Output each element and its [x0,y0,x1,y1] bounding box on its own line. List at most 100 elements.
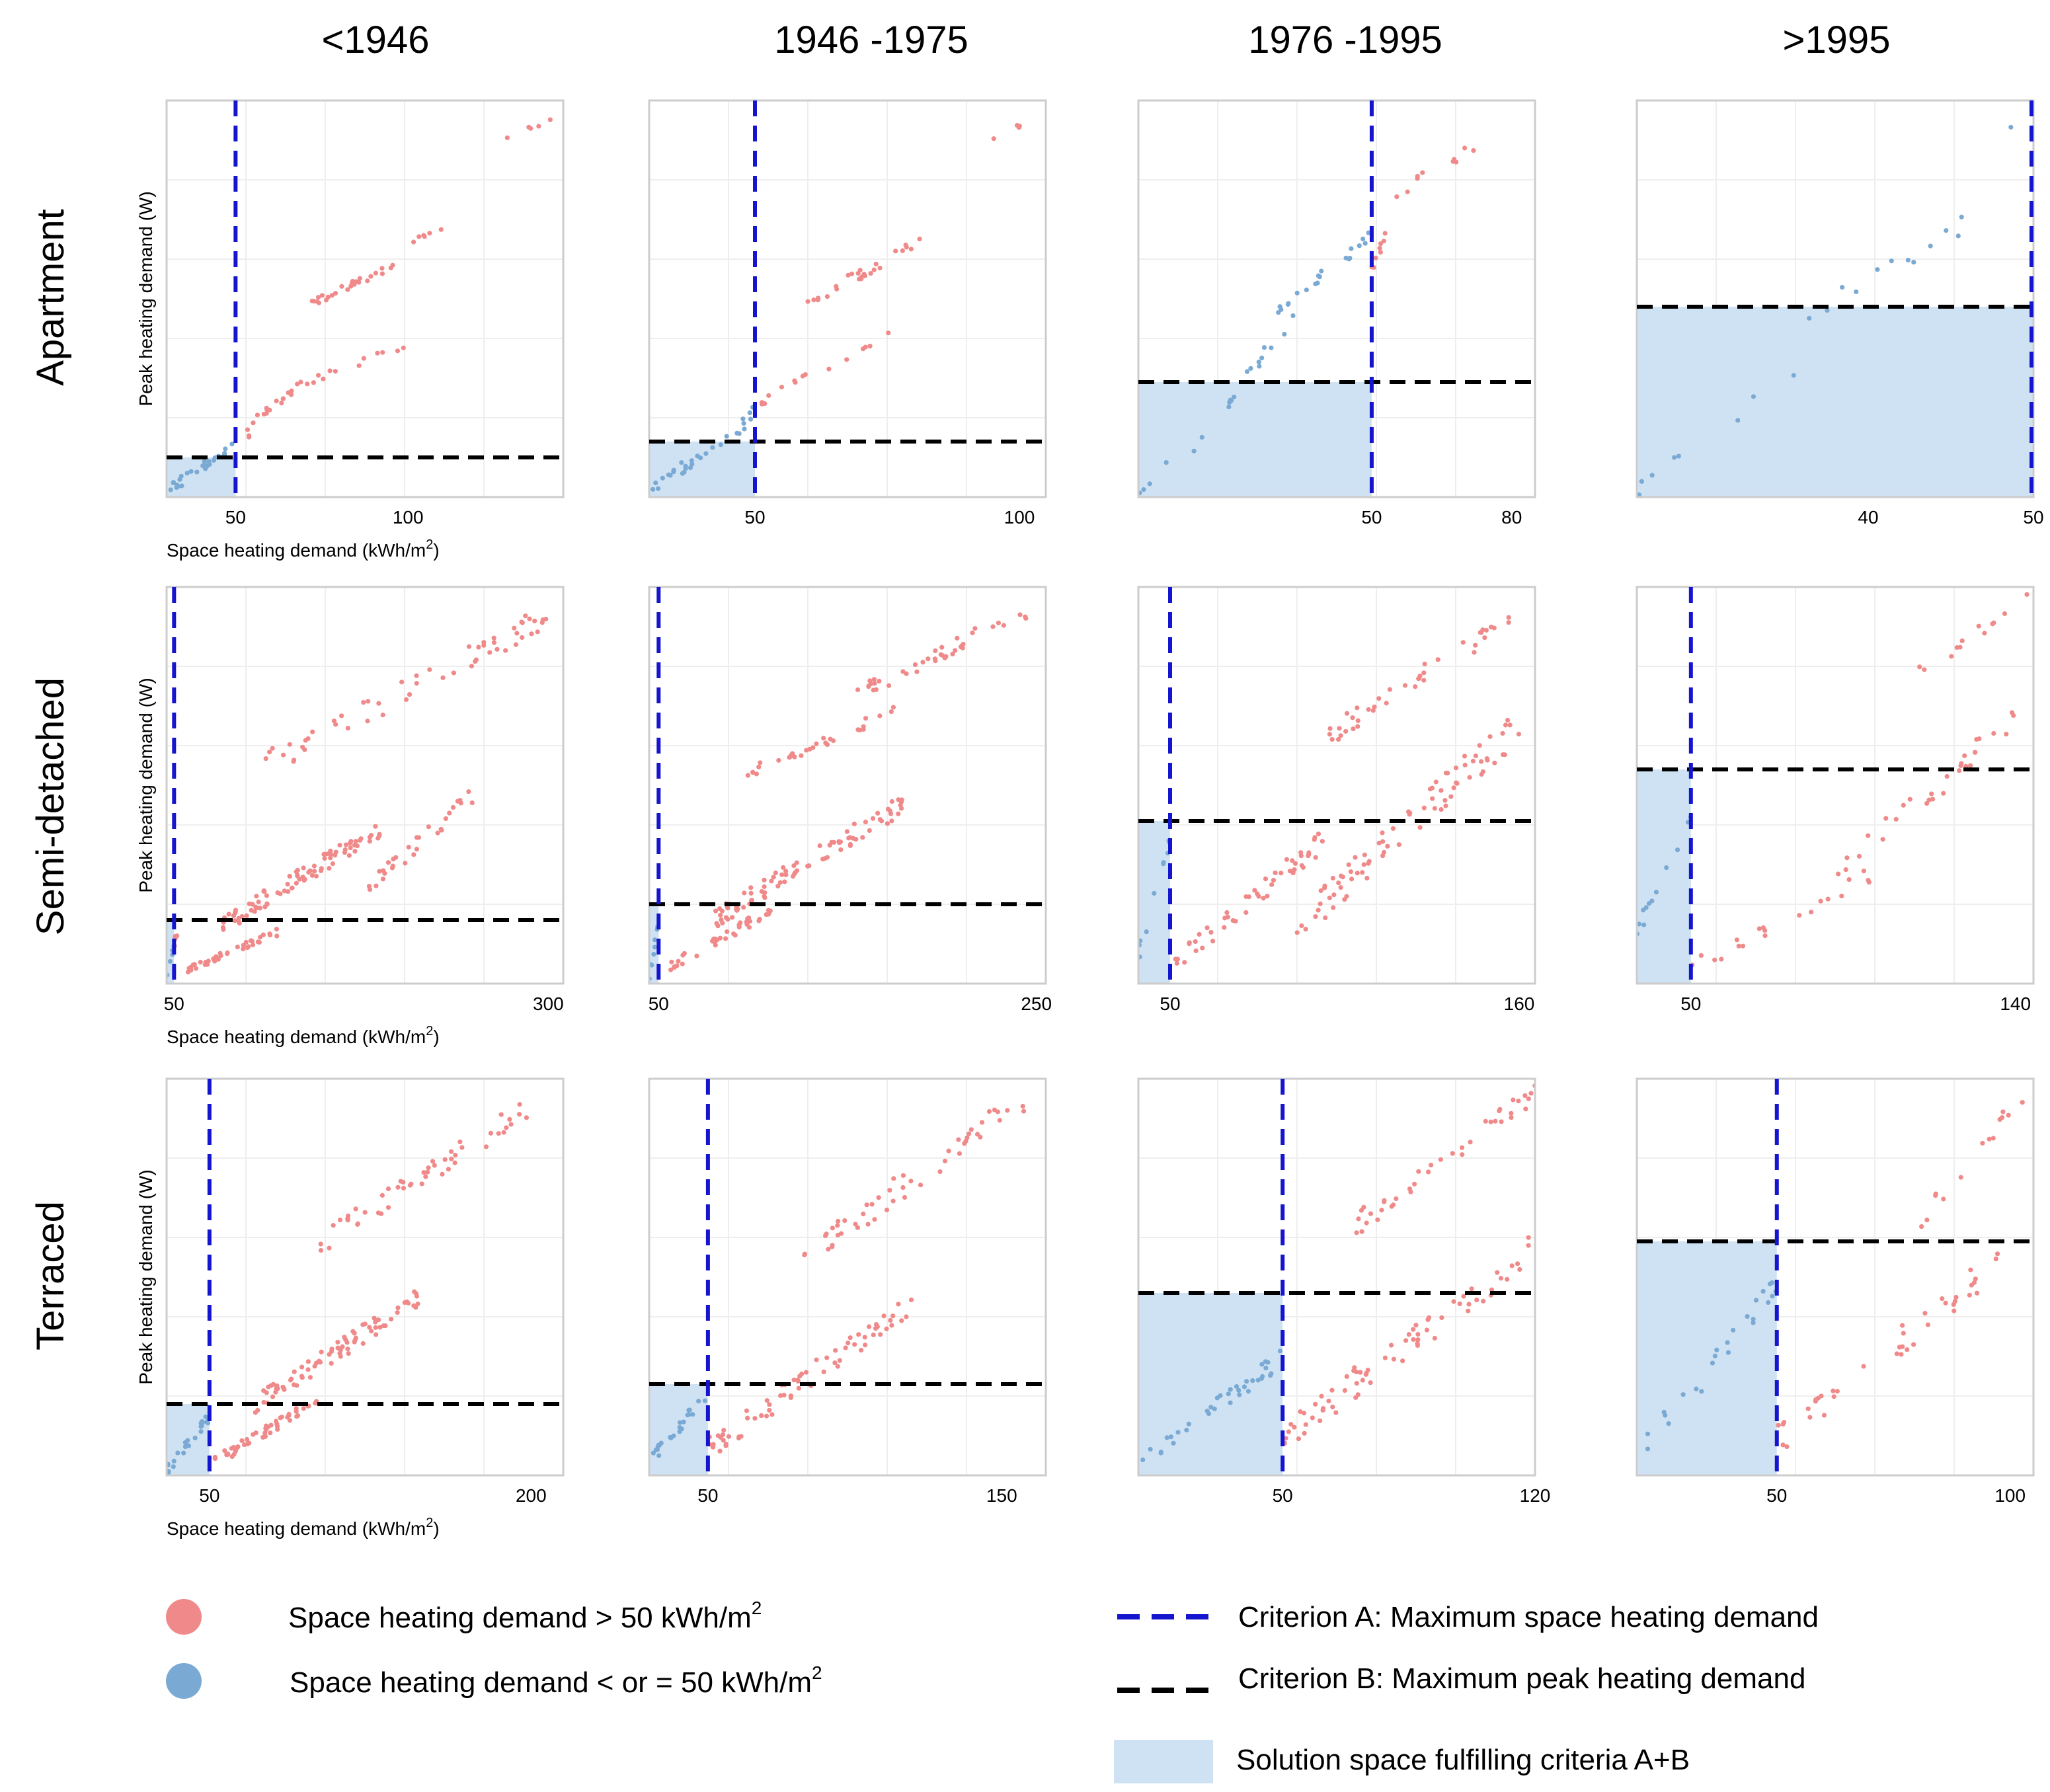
scatter-point [316,300,321,305]
scatter-point [1825,307,1830,313]
scatter-panel: 50 80 [1137,99,1536,527]
scatter-point [866,1324,872,1329]
x-tick-label: 300 [533,993,564,1014]
scatter-point [1875,267,1880,272]
scatter-point [1161,860,1166,865]
scatter-point [1184,1427,1189,1433]
scatter-point [508,1122,514,1127]
scatter-point [1228,1387,1233,1392]
scatter-point [266,1384,271,1389]
scatter-point [423,1174,428,1179]
scatter-point [1712,957,1717,962]
scatter-point [1866,880,1872,885]
scatter-point [256,939,262,945]
scatter-point [389,1317,394,1322]
scatter-point [745,1415,750,1421]
scatter-point [355,1222,360,1227]
scatter-point [1261,345,1267,350]
scatter-point [859,1348,864,1353]
scatter-point [299,1375,305,1380]
scatter-point [1500,752,1506,758]
panel-frame [165,1077,565,1477]
scatter-point [1645,1431,1651,1436]
scatter-point [1320,839,1325,844]
scatter-point [837,1358,842,1363]
scatter-point [852,1342,857,1347]
scatter-point [709,939,715,944]
scatter-point [823,740,828,746]
scatter-point [1694,1386,1699,1391]
scatter-point [263,756,268,761]
scatter-point [274,1421,280,1426]
scatter-point [1429,785,1435,791]
scatter-point [1756,926,1762,931]
scatter-point [863,819,868,825]
scatter-point [1353,1395,1359,1400]
scatter-point [403,861,408,866]
scatter-point [526,124,532,130]
scatter-point [890,1313,896,1319]
scatter-point [291,1382,297,1387]
legend-blue-marker [166,1663,202,1699]
scatter-point [1926,797,1932,802]
scatter-point [995,1109,1000,1114]
scatter-point [1941,1196,1946,1202]
scatter-point [1348,869,1354,875]
scatter-point [1762,933,1768,939]
scatter-point [1140,1457,1146,1463]
scatter-point [1813,1397,1819,1402]
scatter-point [239,914,245,919]
scatter-point [1780,1442,1786,1448]
scatter-point [1343,255,1349,260]
scatter-point [192,962,197,967]
scatter-point [824,1355,830,1360]
scatter-point [267,931,272,937]
scatter-point [1919,1224,1924,1229]
scatter-point [1173,956,1178,962]
scatter-point [328,851,334,857]
scatter-point [1214,1395,1220,1401]
scatter-point [959,644,964,650]
scatter-point [1460,1152,1465,1157]
scatter-point [1415,1331,1421,1337]
scatter-point [1639,479,1644,484]
scatter-point [339,284,344,289]
panel-frame [1636,99,2035,498]
panel-frame [1137,586,1536,985]
scatter-point [1653,889,1659,895]
scatter-point [1973,1276,1978,1282]
scatter-point [426,1165,431,1171]
row-title: Semi-detached [29,678,72,935]
scatter-point [274,1383,280,1389]
scatter-point [1714,1347,1719,1352]
scatter-point [1318,901,1323,906]
scatter-point [1256,360,1261,365]
scatter-point [288,1378,294,1383]
scatter-point [1751,1320,1756,1325]
scatter-point [908,1179,914,1184]
scatter-point [767,1402,772,1407]
scatter-point [1507,722,1513,728]
x-axis-label: Space heating demand (kWh/m2) [167,1516,440,1539]
scatter-point [241,947,246,952]
scatter-point [1467,775,1472,780]
scatter-point [1854,289,1859,295]
scatter-point [1432,1335,1437,1341]
scatter-point [856,1332,861,1337]
scatter-point [395,1305,401,1311]
scatter-point [217,951,223,956]
scatter-point [1017,124,1022,129]
scatter-point [803,1370,809,1375]
scatter-point [744,921,750,927]
scatter-point [376,701,381,706]
scatter-point [188,469,194,474]
scatter-point [758,760,763,765]
scatter-point [1856,853,1862,859]
scatter-point [1319,1393,1324,1399]
scatter-point [1523,1107,1528,1112]
scatter-point [1336,880,1341,886]
scatter-point [1366,707,1371,712]
scatter-point [329,1360,334,1366]
scatter-point [1699,1389,1704,1394]
scatter-point [379,266,385,271]
